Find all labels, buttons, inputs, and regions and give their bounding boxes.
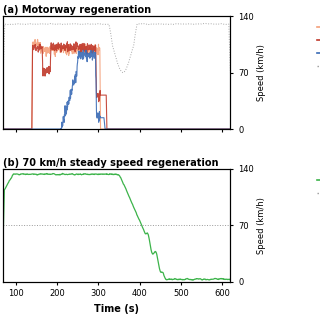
Text: (b) 70 km/h steady speed regeneration: (b) 70 km/h steady speed regeneration xyxy=(3,158,219,168)
Legend: D, S: D, S xyxy=(314,172,320,200)
Y-axis label: Speed (km/h): Speed (km/h) xyxy=(257,197,266,253)
Text: (a) Motorway regeneration: (a) Motorway regeneration xyxy=(3,5,151,15)
Y-axis label: Speed (km/h): Speed (km/h) xyxy=(257,44,266,101)
X-axis label: Time (s): Time (s) xyxy=(94,304,139,314)
Legend: D1, D2, D3, S: D1, D2, D3, S xyxy=(314,20,320,73)
